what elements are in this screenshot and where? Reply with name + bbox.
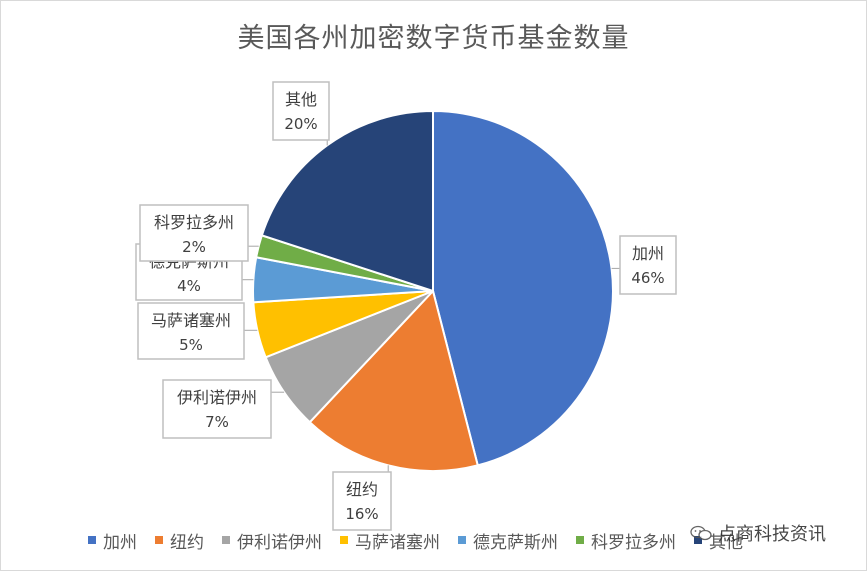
legend-swatch	[694, 536, 702, 544]
pie-slices	[252, 109, 614, 472]
watermark-text: 点商科技资讯	[718, 524, 826, 545]
legend-swatch	[340, 536, 348, 544]
chart-title: 美国各州加密数字货币基金数量	[237, 23, 630, 54]
data-label-value: 46%	[631, 269, 664, 287]
data-label-box-6	[139, 204, 249, 262]
legend-item: 德克萨斯州	[458, 528, 558, 553]
chart-legend: 加州 纽约 伊利诺伊州 马萨诸塞州 德克萨斯州 科罗拉多州 其他	[88, 528, 761, 553]
pie-slice-1	[432, 109, 614, 467]
data-label-category: 其他	[285, 90, 317, 109]
wechat-icon	[690, 525, 712, 541]
pie-slice-7	[260, 109, 434, 293]
legend-swatch	[88, 536, 96, 544]
legend-item: 马萨诸塞州	[340, 528, 440, 553]
legend-swatch	[155, 536, 163, 544]
data-label-value: 2%	[182, 238, 206, 256]
data-label-box-7	[272, 81, 330, 141]
data-label-category: 马萨诸塞州	[151, 311, 231, 330]
legend-swatch	[458, 536, 466, 544]
data-label-box-1	[619, 235, 677, 295]
legend-swatch	[222, 536, 230, 544]
data-label-value: 4%	[177, 277, 201, 295]
legend-label: 纽约	[170, 532, 204, 553]
legend-label: 马萨诸塞州	[355, 532, 440, 553]
data-label-category: 纽约	[346, 480, 378, 499]
legend-item: 其他	[694, 528, 743, 553]
legend-item: 科罗拉多州	[576, 528, 676, 553]
legend-item: 加州	[88, 528, 137, 553]
data-label-value: 5%	[179, 336, 203, 354]
data-label-category: 科罗拉多州	[154, 213, 234, 232]
legend-item: 伊利诺伊州	[222, 528, 322, 553]
data-label-value: 20%	[284, 115, 317, 133]
data-label-value: 7%	[205, 413, 229, 431]
data-label-box-3	[162, 379, 272, 439]
legend-label: 伊利诺伊州	[237, 532, 322, 553]
legend-label: 科罗拉多州	[591, 532, 676, 553]
legend-label: 加州	[103, 532, 137, 553]
data-label-category: 伊利诺伊州	[177, 388, 257, 407]
legend-label: 德克萨斯州	[473, 532, 558, 553]
pie-slice-2	[308, 288, 479, 472]
legend-item: 纽约	[155, 528, 204, 553]
data-label-box-2	[332, 471, 392, 531]
watermark: 点商科技资讯	[690, 520, 826, 546]
data-label-value: 16%	[345, 505, 378, 523]
data-label-box-4	[137, 302, 245, 360]
legend-label: 其他	[709, 532, 743, 553]
legend-swatch	[576, 536, 584, 544]
data-label-category: 加州	[632, 244, 664, 263]
